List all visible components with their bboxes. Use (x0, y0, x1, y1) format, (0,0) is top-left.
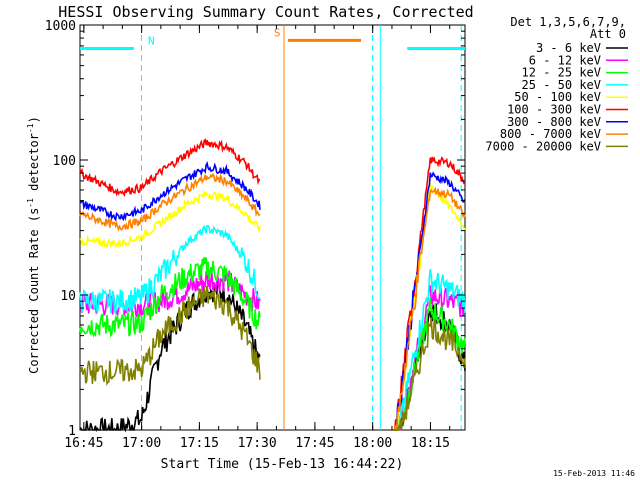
legend-header-line1: Det 1,3,5,6,7,9, (510, 15, 626, 29)
legend-label-5: 100 - 300 keV (507, 103, 601, 117)
x-tick-label-6: 18:15 (411, 436, 450, 451)
legend-label-1: 6 - 12 keV (529, 53, 601, 67)
x-tick-label-2: 17:15 (180, 436, 219, 451)
legend-label-8: 7000 - 20000 keV (485, 139, 601, 153)
x-tick-label-4: 17:45 (295, 436, 334, 451)
plot-area (79, 24, 466, 431)
y-axis-label: Corrected Count Rate (s-1 detector-1) (26, 116, 41, 374)
legend-label-2: 12 - 25 keV (522, 66, 601, 80)
series-line-8 (79, 285, 466, 431)
y-tick-label-2: 100 (53, 154, 76, 169)
flag-label-0: N (148, 34, 155, 47)
x-axis-label: Start Time (15-Feb-13 16:44:22) (161, 457, 404, 472)
footer-timestamp: 15-Feb-2013 11:46 (553, 469, 635, 478)
legend-label-0: 3 - 6 keV (536, 41, 601, 55)
legend-label-6: 300 - 800 keV (507, 115, 601, 129)
x-tick-label-3: 17:30 (238, 436, 277, 451)
y-tick-label-1: 10 (60, 289, 76, 304)
marker-lines (141, 25, 462, 430)
flag-bars: NS (80, 26, 465, 50)
legend-label-4: 50 - 100 keV (514, 90, 601, 104)
axis-ticks: 16:45 17:00 17:15 17:30 17:45 18:00 18:15 1 10 10… (45, 19, 465, 451)
chart-title: HESSI Observing Summary Count Rates, Cor… (58, 3, 473, 21)
series-line-5 (79, 138, 466, 431)
legend-header-line2: Att 0 (590, 27, 626, 41)
series-line-7 (79, 172, 466, 431)
x-tick-label-1: 17:00 (122, 436, 161, 451)
legend-label-3: 25 - 50 keV (522, 78, 601, 92)
y-tick-label-0: 1 (68, 424, 76, 439)
x-tick-label-5: 18:00 (353, 436, 392, 451)
flag-label-1: S (274, 26, 281, 39)
series-line-3 (79, 224, 466, 431)
legend-label-7: 800 - 7000 keV (500, 127, 601, 141)
series-group (79, 138, 466, 433)
plot-frame (79, 24, 466, 431)
x-tick-label-0: 16:45 (64, 436, 103, 451)
y-tick-label-3: 1000 (45, 19, 76, 34)
